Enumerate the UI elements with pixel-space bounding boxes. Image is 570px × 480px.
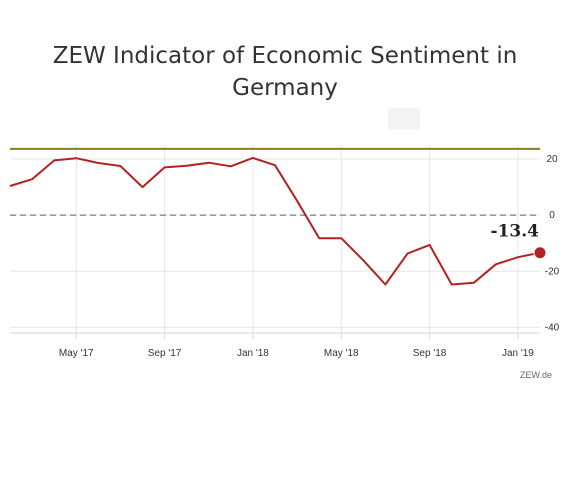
y-tick-label: 0 bbox=[549, 210, 555, 221]
x-tick-label: Jan '18 bbox=[237, 348, 269, 359]
last-value-label: -13.4 bbox=[491, 222, 540, 242]
chart-title: ZEW Indicator of Economic Sentiment in G… bbox=[0, 40, 570, 104]
grid-lines bbox=[10, 145, 540, 334]
x-axis: May '17 Sep '17 Jan '18 May '18 Sep '18 Jan '… bbox=[59, 333, 534, 359]
x-tick-label: Sep '17 bbox=[148, 348, 182, 359]
credit-text: ZEW.de bbox=[520, 370, 552, 380]
annotation-layer: -13.4 bbox=[491, 222, 547, 260]
y-tick-label: -20 bbox=[545, 266, 560, 277]
y-tick-label: -40 bbox=[545, 322, 560, 333]
legend-box bbox=[388, 108, 420, 130]
x-tick-label: May '17 bbox=[59, 348, 94, 359]
reference-lines bbox=[10, 147, 540, 216]
y-axis: 20 0 -20 -40 bbox=[545, 154, 560, 333]
x-tick-label: Sep '18 bbox=[413, 348, 447, 359]
y-tick-label: 20 bbox=[546, 154, 558, 165]
series-line-0 bbox=[9, 156, 541, 286]
series-layer bbox=[9, 156, 541, 286]
x-tick-label: Jan '19 bbox=[502, 348, 534, 359]
chart-title-line-2: Germany bbox=[232, 75, 338, 101]
chart-title-line-1: ZEW Indicator of Economic Sentiment in bbox=[52, 43, 518, 69]
last-point-marker bbox=[533, 246, 547, 260]
x-tick-label: May '18 bbox=[324, 348, 359, 359]
